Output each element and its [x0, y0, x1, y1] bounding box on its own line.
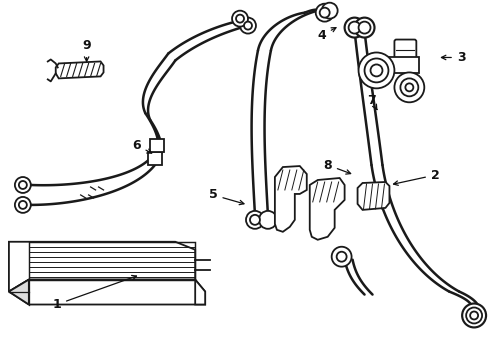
Text: 4: 4 — [318, 28, 336, 42]
Circle shape — [394, 72, 424, 102]
Circle shape — [259, 211, 277, 229]
Circle shape — [370, 64, 383, 76]
Circle shape — [19, 181, 27, 189]
Circle shape — [322, 3, 338, 19]
Circle shape — [246, 211, 264, 229]
Polygon shape — [310, 178, 344, 240]
Circle shape — [232, 11, 248, 27]
Polygon shape — [148, 152, 162, 165]
Text: 2: 2 — [393, 168, 440, 185]
Polygon shape — [275, 166, 307, 232]
FancyBboxPatch shape — [394, 40, 416, 59]
Polygon shape — [195, 280, 205, 305]
Polygon shape — [358, 182, 390, 210]
Circle shape — [359, 22, 370, 33]
Circle shape — [466, 307, 482, 323]
Circle shape — [470, 311, 478, 319]
Circle shape — [405, 84, 414, 91]
Circle shape — [348, 22, 361, 33]
Circle shape — [337, 252, 346, 262]
Circle shape — [359, 53, 394, 88]
Circle shape — [15, 177, 31, 193]
Polygon shape — [9, 280, 205, 305]
Text: 7: 7 — [367, 94, 377, 110]
Circle shape — [244, 22, 252, 30]
Text: 1: 1 — [52, 275, 137, 311]
Circle shape — [316, 4, 334, 22]
Polygon shape — [9, 242, 195, 292]
Polygon shape — [56, 62, 103, 78]
Polygon shape — [9, 280, 29, 305]
Circle shape — [355, 18, 374, 37]
Circle shape — [240, 18, 256, 33]
Text: 6: 6 — [132, 139, 151, 153]
Circle shape — [19, 201, 27, 209]
Circle shape — [236, 15, 244, 23]
Text: 3: 3 — [441, 51, 466, 64]
Polygon shape — [387, 58, 419, 73]
Circle shape — [319, 8, 330, 18]
Circle shape — [400, 78, 418, 96]
Circle shape — [332, 247, 352, 267]
Text: 9: 9 — [82, 39, 91, 61]
Circle shape — [15, 197, 31, 213]
Circle shape — [462, 303, 486, 328]
Text: 5: 5 — [209, 188, 244, 205]
Circle shape — [250, 215, 260, 225]
Circle shape — [344, 18, 365, 37]
Polygon shape — [150, 139, 164, 152]
Text: 8: 8 — [323, 158, 351, 174]
Circle shape — [365, 58, 389, 82]
